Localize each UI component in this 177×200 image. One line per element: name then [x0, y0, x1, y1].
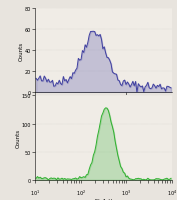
X-axis label: FL 1-H: FL 1-H	[95, 198, 112, 200]
Y-axis label: Counts: Counts	[15, 128, 21, 148]
Y-axis label: Counts: Counts	[19, 41, 24, 61]
